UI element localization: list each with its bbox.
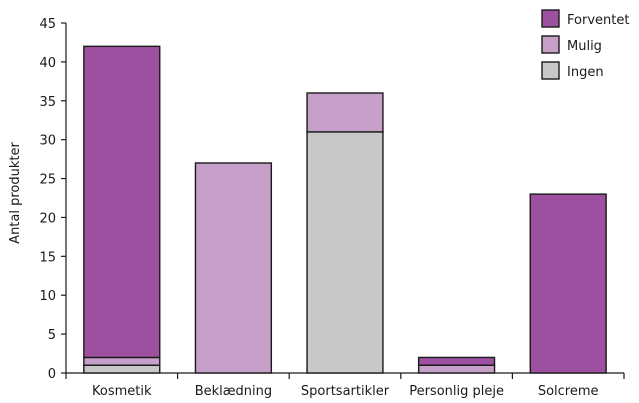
bar-segment-ingen xyxy=(83,364,161,374)
legend-label: Ingen xyxy=(567,65,604,80)
bar-segment-mulig xyxy=(83,356,161,366)
y-tick-label: 30 xyxy=(39,134,56,149)
legend-swatch xyxy=(541,61,560,80)
y-axis-label: Antal produkter xyxy=(8,142,23,244)
y-tick-label: 45 xyxy=(39,17,56,32)
x-tick-label: Solcreme xyxy=(538,384,599,399)
y-tick-label: 35 xyxy=(39,95,56,110)
legend-label: Forventet xyxy=(567,13,629,28)
x-tick-label: Kosmetik xyxy=(92,384,152,399)
bar-segment-forventet xyxy=(417,356,496,366)
legend-label: Mulig xyxy=(567,39,602,54)
y-tick-label: 15 xyxy=(39,250,56,265)
y-tick-label: 40 xyxy=(39,56,56,71)
y-tick-label: 10 xyxy=(39,289,56,304)
bar-segment-ingen xyxy=(306,131,384,374)
bar-segment-mulig xyxy=(194,162,273,374)
bar-segment-mulig xyxy=(306,92,384,133)
y-tick-label: 5 xyxy=(48,328,56,343)
x-tick-label: Personlig pleje xyxy=(409,384,504,399)
legend-swatch xyxy=(541,35,560,54)
y-tick-label: 20 xyxy=(39,211,56,226)
bars xyxy=(83,45,607,374)
x-axis: Kosmetik Beklædning Sportsartikler Personli… xyxy=(65,372,625,399)
bar-segment-forventet xyxy=(83,45,161,359)
x-tick-label: Sportsartikler xyxy=(301,384,390,399)
bar-segment-mulig xyxy=(417,364,496,374)
y-tick-label: 25 xyxy=(39,173,56,188)
y-tick-label: 0 xyxy=(48,367,56,382)
y-axis: 0 5 10 15 20 25 30 35 40 45 xyxy=(39,17,67,382)
legend: Forventet Mulig Ingen xyxy=(541,9,629,80)
bar-segment-forventet xyxy=(529,193,607,374)
x-tick-label: Beklædning xyxy=(195,384,272,399)
legend-swatch xyxy=(541,9,560,28)
